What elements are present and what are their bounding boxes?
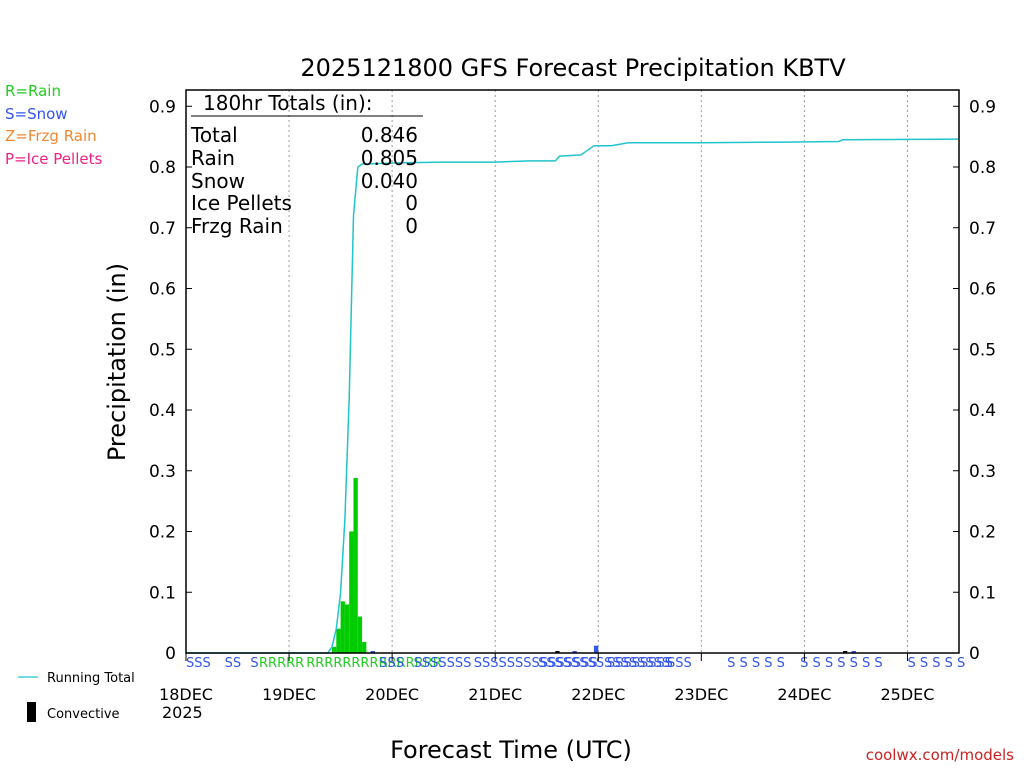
x-tick-label-5: 23DEC (674, 685, 728, 704)
x-tick-label-7: 25DEC (880, 685, 934, 704)
x-tick-label-3: 21DEC (468, 685, 522, 704)
ptype-letters-5: SSS (379, 656, 404, 671)
y-tick-label-left-5: 0.5 (149, 340, 176, 360)
y-tick-label-right-5: 0.5 (969, 340, 996, 360)
x-axis-label: Forecast Time (UTC) (390, 736, 632, 764)
convective-swatch (27, 702, 36, 722)
y-tick-label-left-4: 0.4 (149, 401, 176, 421)
x-tick-label-0: 18DEC (159, 685, 213, 704)
bar-convective-1 (843, 651, 848, 653)
y-axis-label: Precipitation (in) (103, 263, 131, 461)
ptype-letters-12: S S S S S S S (800, 656, 883, 671)
y-tick-label-right-0: 0 (969, 644, 980, 664)
ptype-letters-9: SSSSSSSS (607, 656, 673, 671)
y-tick-label-right-8: 0.8 (969, 158, 996, 178)
ptype-letters-8: SSSSSSSSSSSSSSSS (538, 656, 670, 671)
ptype-letters-13: S S S S S (907, 656, 965, 671)
totals-label-ice-pellets: Ice Pellets (191, 191, 292, 215)
running-total-legend: Running Total (47, 671, 135, 686)
ptype-letters-7: SSSSSSSSSSSSSSS (474, 656, 598, 671)
y-tick-label-right-3: 0.3 (969, 462, 996, 482)
y-tick-label-right-7: 0.7 (969, 219, 996, 239)
x-tick-label-4: 22DEC (571, 685, 625, 704)
bar-snow-bars-0 (593, 645, 599, 653)
x-tick-label-6: 24DEC (777, 685, 831, 704)
totals-label-frzg-rain: Frzg Rain (191, 214, 283, 238)
totals-value-ice-pellets: 0 (405, 191, 418, 215)
credit-text: coolwx.com/models (866, 746, 1014, 764)
bar-rain-bars-2 (340, 601, 345, 653)
x-tick-label-1: 19DEC (262, 685, 316, 704)
convective-legend: Convective (47, 707, 120, 722)
y-tick-label-right-1: 0.1 (969, 583, 996, 603)
ptype-letters-10: SSS (667, 656, 692, 671)
y-tick-label-left-1: 0.1 (149, 583, 176, 603)
year-label: 2025 (162, 703, 203, 722)
ptype-letters-4: RRRRRRRRRRRRRRR (306, 656, 442, 671)
precip-bars (332, 478, 856, 653)
legend-ice-pellets: P=Ice Pellets (5, 150, 102, 168)
totals-label-total: Total (190, 123, 238, 147)
bar-snow-bars-3 (851, 651, 856, 653)
ptype-letters-2: S (250, 656, 258, 671)
ptype-letters-3: RRRRR (259, 656, 304, 671)
totals-box: 180hr Totals (in): Total 0.846 Rain 0.80… (190, 91, 423, 238)
ptype-letters-11: S S S S S (727, 656, 785, 671)
bar-rain-bars-1 (336, 628, 341, 653)
y-tick-label-right-9: 0.9 (969, 97, 996, 117)
bottom-legend: Running Total Convective (18, 671, 135, 722)
totals-value-snow: 0.040 (361, 169, 418, 193)
ptype-letters-0: SSS (186, 656, 211, 671)
bar-rain-bars-3 (344, 604, 350, 653)
plot-frame (185, 89, 960, 654)
x-tick-label-2: 20DEC (365, 685, 419, 704)
bar-rain-bars-6 (357, 616, 363, 653)
ptype-legend: R=Rain S=Snow Z=Frzg Rain P=Ice Pellets (5, 82, 102, 168)
y-tick-label-left-8: 0.8 (149, 158, 176, 178)
running-total-polyline (186, 138, 960, 654)
legend-rain: R=Rain (5, 82, 61, 100)
bar-rain-bars-0 (332, 646, 337, 653)
chart-title: 2025121800 GFS Forecast Precipitation KB… (300, 54, 846, 82)
bar-convective-0 (555, 651, 560, 653)
totals-value-total: 0.846 (361, 123, 418, 147)
bar-snow-bars-1 (370, 651, 375, 653)
y-tick-label-left-0: 0 (165, 644, 176, 664)
bar-rain-bars-4 (349, 531, 354, 653)
y-axis-ticks: 0 00.1 0.10.2 0.20.3 0.30.4 0.40.5 0.50.6 0.60.… (149, 97, 996, 664)
y-tick-label-right-6: 0.6 (969, 280, 996, 300)
totals-label-snow: Snow (191, 169, 245, 193)
legend-freezing-rain: Z=Frzg Rain (5, 127, 97, 145)
grid (186, 90, 959, 654)
bar-rain-bars-7 (362, 642, 367, 653)
x-axis-ticks: 18DEC 19DEC 20DEC 21DEC 22DEC 23DEC 24DEC 25DEC (159, 653, 934, 704)
y-tick-label-left-3: 0.3 (149, 462, 176, 482)
legend-snow: S=Snow (5, 105, 68, 123)
ptype-letters-6: SSSSSSS (414, 656, 472, 671)
totals-value-rain: 0.805 (361, 146, 418, 170)
y-tick-label-right-4: 0.4 (969, 401, 996, 421)
y-tick-label-left-6: 0.6 (149, 280, 176, 300)
totals-label-rain: Rain (191, 146, 235, 170)
ptype-letters-1: SS (225, 656, 242, 671)
bar-snow-bars-2 (572, 651, 577, 653)
y-tick-label-left-9: 0.9 (149, 97, 176, 117)
y-tick-label-left-2: 0.2 (149, 523, 176, 543)
y-tick-label-left-7: 0.7 (149, 219, 176, 239)
running-total-line (186, 138, 960, 654)
bar-rain-bars-5 (353, 478, 358, 653)
totals-value-frzg-rain: 0 (405, 214, 418, 238)
y-tick-label-right-2: 0.2 (969, 523, 996, 543)
totals-header: 180hr Totals (in): (203, 91, 373, 115)
